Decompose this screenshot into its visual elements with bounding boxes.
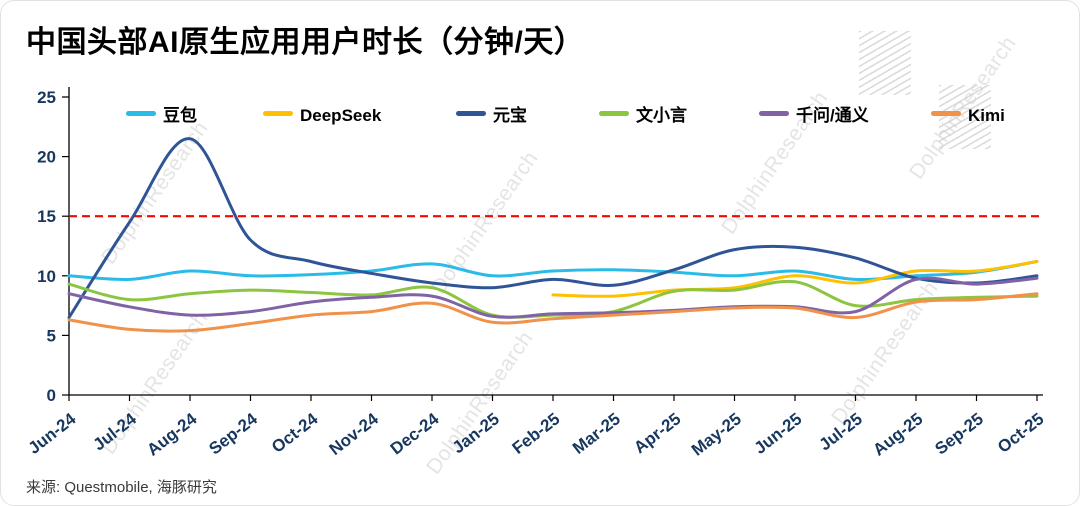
legend-label-元宝: 元宝 <box>493 105 527 125</box>
x-tick-label: Jul-25 <box>816 409 866 454</box>
y-tick-label: 0 <box>47 386 56 405</box>
x-tick-label: Oct-24 <box>268 409 322 457</box>
x-tick-label: Jan-25 <box>449 409 503 457</box>
x-tick-label: May-25 <box>688 409 745 459</box>
x-tick-label: Oct-25 <box>994 409 1047 457</box>
y-tick-label: 15 <box>37 207 56 226</box>
series-line-文小言 <box>67 279 1039 319</box>
series-line-元宝 <box>67 137 1039 319</box>
y-tick-label: 5 <box>47 326 56 345</box>
x-tick-label: Nov-24 <box>326 409 383 459</box>
x-tick-label: Jun-25 <box>751 409 806 458</box>
x-tick-label: Jun-24 <box>25 409 80 458</box>
legend-swatch-千问/通义 <box>759 111 789 116</box>
x-tick-label: Sep-24 <box>205 409 261 459</box>
y-tick-label: 20 <box>37 148 56 167</box>
series-line-Kimi <box>67 292 1039 333</box>
series-line-DeepSeek <box>551 260 1039 298</box>
legend-swatch-元宝 <box>456 111 486 116</box>
x-tick-label: Feb-25 <box>509 409 564 458</box>
line-chart: 0 5 10 15 20 25 Jun-24 Jul-24 Aug-24 Sep-24 Oct-24… <box>25 87 1047 460</box>
y-tick-label: 25 <box>37 88 56 107</box>
legend-label-Kimi: Kimi <box>968 106 1005 125</box>
x-tick-label: Apr-25 <box>630 409 684 457</box>
legend-swatch-豆包 <box>126 111 156 116</box>
x-tick-label: Aug-24 <box>143 409 201 460</box>
x-tick-label: Jul-24 <box>90 409 141 455</box>
legend-swatch-文小言 <box>599 111 629 116</box>
legend-swatch-DeepSeek <box>263 111 293 116</box>
source-note: 来源: Questmobile, 海豚研究 <box>26 479 217 496</box>
y-tick-label: 10 <box>37 267 56 286</box>
legend-label-豆包: 豆包 <box>163 105 197 125</box>
legend-label-文小言: 文小言 <box>636 105 687 125</box>
legend-swatch-Kimi <box>931 111 961 116</box>
x-tick-label: Dec-24 <box>387 409 443 459</box>
legend-label-千问/通义: 千问/通义 <box>796 105 869 125</box>
legend-label-DeepSeek: DeepSeek <box>300 106 382 125</box>
x-tick-label: Aug-25 <box>869 409 926 459</box>
x-tick-label: Mar-25 <box>569 409 624 458</box>
series-line-千问/通义 <box>67 276 1039 319</box>
x-tick-label: Sep-25 <box>931 409 987 458</box>
page-title: 中国头部AI原生应用用户时长（分钟/天） <box>26 26 585 59</box>
